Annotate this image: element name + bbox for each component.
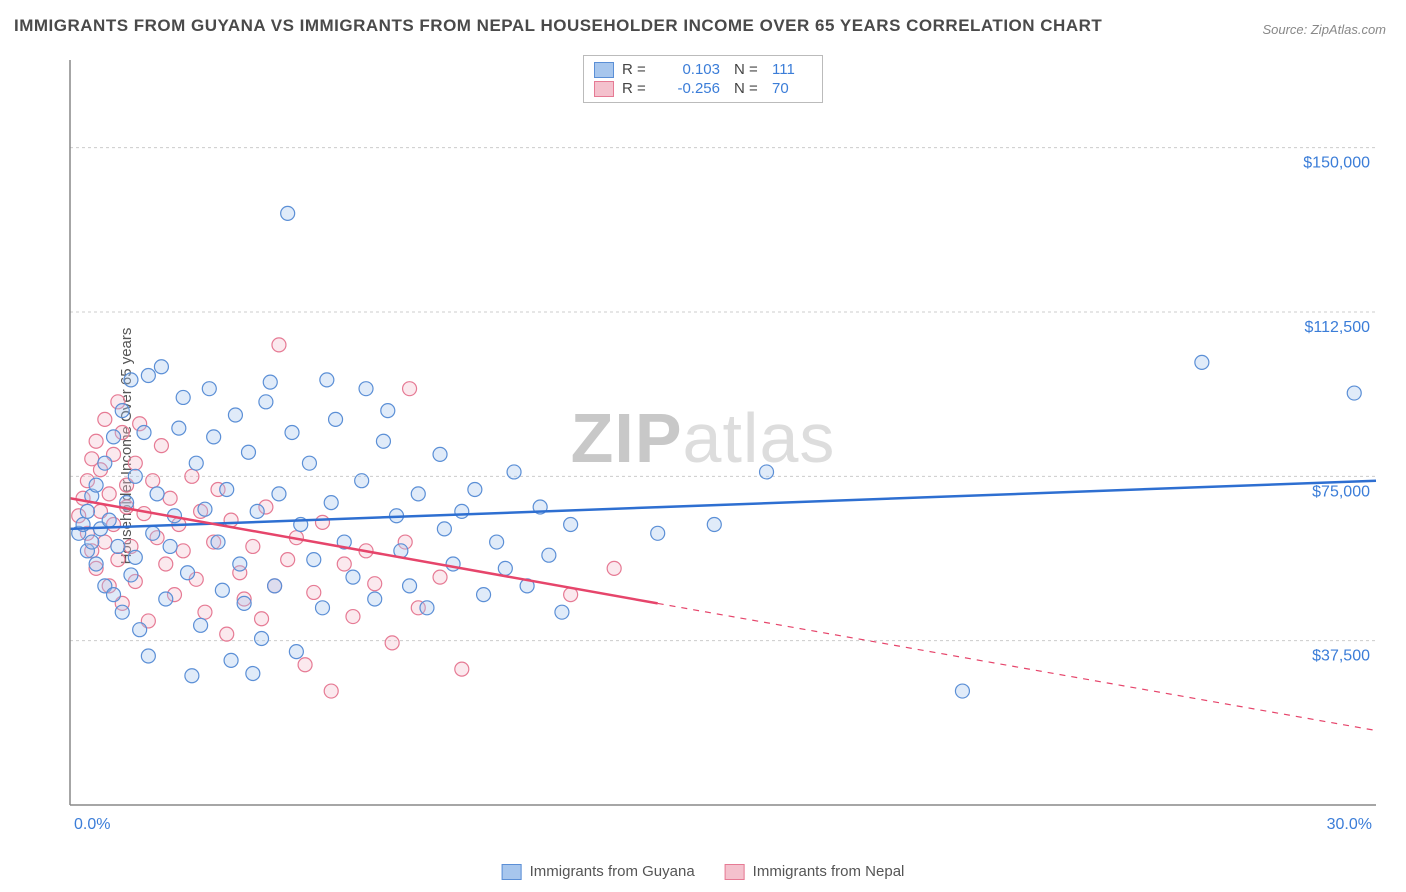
legend-item-b: Immigrants from Nepal	[725, 863, 905, 880]
n-value-a: 111	[772, 61, 812, 78]
n-label: N =	[734, 61, 764, 78]
svg-text:$112,500: $112,500	[1304, 319, 1370, 336]
series-legend: Immigrants from Guyana Immigrants from N…	[502, 863, 905, 880]
svg-text:$75,000: $75,000	[1312, 483, 1370, 500]
n-value-b: 70	[772, 80, 812, 97]
chart-title: IMMIGRANTS FROM GUYANA VS IMMIGRANTS FRO…	[14, 16, 1102, 36]
svg-text:$150,000: $150,000	[1303, 155, 1370, 172]
legend-label-a: Immigrants from Guyana	[530, 863, 695, 880]
trend-lines	[70, 481, 1376, 731]
x-min-label: 0.0%	[74, 816, 110, 833]
r-label: R =	[622, 61, 652, 78]
n-label: N =	[734, 80, 764, 97]
legend-row-a: R = 0.103 N = 111	[594, 60, 812, 79]
swatch-a-icon	[594, 62, 614, 78]
x-max-label: 30.0%	[1327, 816, 1372, 833]
legend-item-a: Immigrants from Guyana	[502, 863, 695, 880]
scatter-chart: $37,500 $75,000 $112,500 $150,000 0.0% 30.0…	[60, 50, 1386, 840]
swatch-b-icon	[725, 864, 745, 880]
gridlines	[70, 148, 1376, 641]
correlation-legend: R = 0.103 N = 111 R = -0.256 N = 70	[583, 55, 823, 103]
legend-row-b: R = -0.256 N = 70	[594, 79, 812, 98]
y-tick-labels: $37,500 $75,000 $112,500 $150,000	[1303, 155, 1370, 665]
svg-text:$37,500: $37,500	[1312, 648, 1370, 665]
r-value-a: 0.103	[660, 61, 720, 78]
r-label: R =	[622, 80, 652, 97]
swatch-b-icon	[594, 81, 614, 97]
r-value-b: -0.256	[660, 80, 720, 97]
legend-label-b: Immigrants from Nepal	[753, 863, 905, 880]
source-label: Source: ZipAtlas.com	[1262, 22, 1386, 37]
swatch-a-icon	[502, 864, 522, 880]
